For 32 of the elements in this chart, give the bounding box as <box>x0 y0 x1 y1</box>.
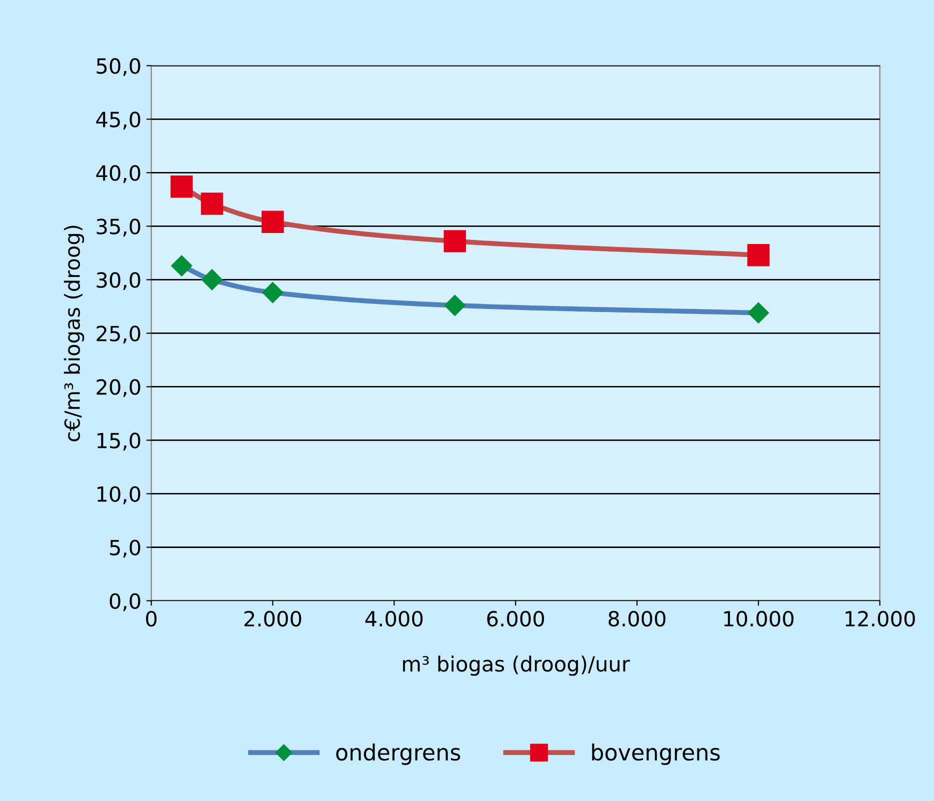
y-tick-label: 25,0 <box>96 326 140 344</box>
y-tick-label: 30,0 <box>96 272 140 290</box>
y-axis-title: c€/m³ biogas (droog) <box>64 226 84 442</box>
point <box>170 254 192 277</box>
x-tick-label: 8.000 <box>608 610 666 627</box>
point <box>444 294 466 316</box>
point <box>262 282 284 304</box>
x-axis-title: m³ biogas (droog)/uur <box>403 656 630 676</box>
point <box>748 302 770 324</box>
point <box>201 268 223 291</box>
point <box>200 192 224 215</box>
point <box>747 244 770 266</box>
y-tick-label: 35,0 <box>96 218 140 237</box>
x-tick-label: 0 <box>146 610 157 627</box>
y-tick-label: 15,0 <box>97 432 140 451</box>
x-tick-label: 4.000 <box>365 610 423 627</box>
point <box>262 210 284 234</box>
x-tick-label: 10.000 <box>724 610 794 627</box>
point <box>444 230 466 252</box>
x-tick-label: 2.000 <box>244 610 302 627</box>
y-tick-label: 20,0 <box>96 379 140 398</box>
y-tick-label: 10,0 <box>97 486 140 504</box>
y-tick-label: 5,0 <box>110 540 140 558</box>
legend-label: ondergrens <box>336 743 460 765</box>
y-tick-label: 0,0 <box>110 593 140 612</box>
y-tick-label: 45,0 <box>96 112 140 130</box>
y-tick-label: 50,0 <box>96 58 140 76</box>
x-tick-label: 12.000 <box>846 610 915 627</box>
point <box>170 175 193 198</box>
x-tick-label: 6.000 <box>487 610 544 627</box>
legend-label: bovengrens <box>592 743 720 765</box>
y-tick-label: 40,0 <box>96 165 140 184</box>
